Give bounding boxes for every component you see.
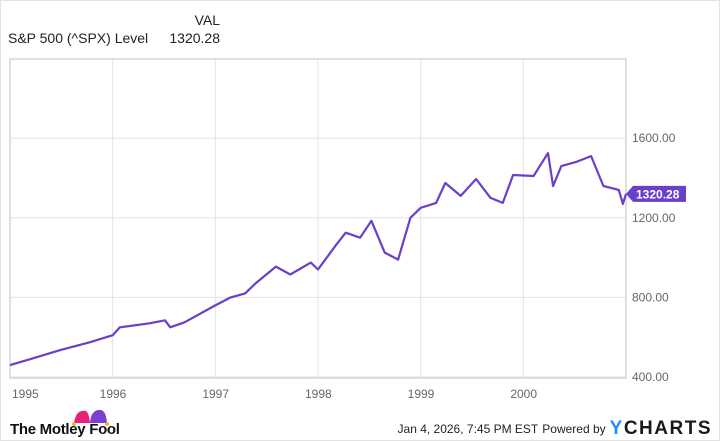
last-value-text: 1320.28 [636,187,680,201]
x-axis-ticks: 1995 1996 1997 1998 1999 2000 [12,387,537,401]
y-tick-label: 400.00 [632,370,669,384]
ycharts-logo[interactable]: Y CHARTS [610,418,712,440]
legend-series-value: 1320.28 [169,30,220,46]
ycharts-wordmark: CHARTS [623,418,712,439]
x-tick-label: 1996 [100,387,127,401]
legend-series-name: S&P 500 (^SPX) Level [8,30,149,46]
y-tick-label: 1600.00 [632,131,676,145]
timestamp: Jan 4, 2026, 7:45 PM EST [397,422,539,436]
legend-header: VAL [194,12,220,28]
plot-border [9,58,627,379]
powered-by-label: Powered by [542,422,606,436]
x-tick-label: 1997 [202,387,229,401]
ycharts-y-icon: Y [609,418,624,439]
footer-attribution: Jan 4, 2026, 7:45 PM EST Powered by Y CHA… [398,418,712,440]
x-tick-label: 1995 [12,387,39,401]
y-axis-ticks: 400.00 800.00 1200.00 1600.00 [632,131,676,384]
brand-name: The Motley Fool [10,421,120,438]
last-value-badge: 1320.28 [626,185,686,202]
x-tick-label: 2000 [510,387,537,401]
sp500-line [9,152,628,367]
x-tick-label: 1998 [305,387,332,401]
y-tick-label: 1200.00 [632,211,676,225]
y-tick-label: 800.00 [632,290,669,304]
x-tick-label: 1999 [408,387,435,401]
gridlines [10,59,626,378]
jester-hat-icon [72,409,109,426]
